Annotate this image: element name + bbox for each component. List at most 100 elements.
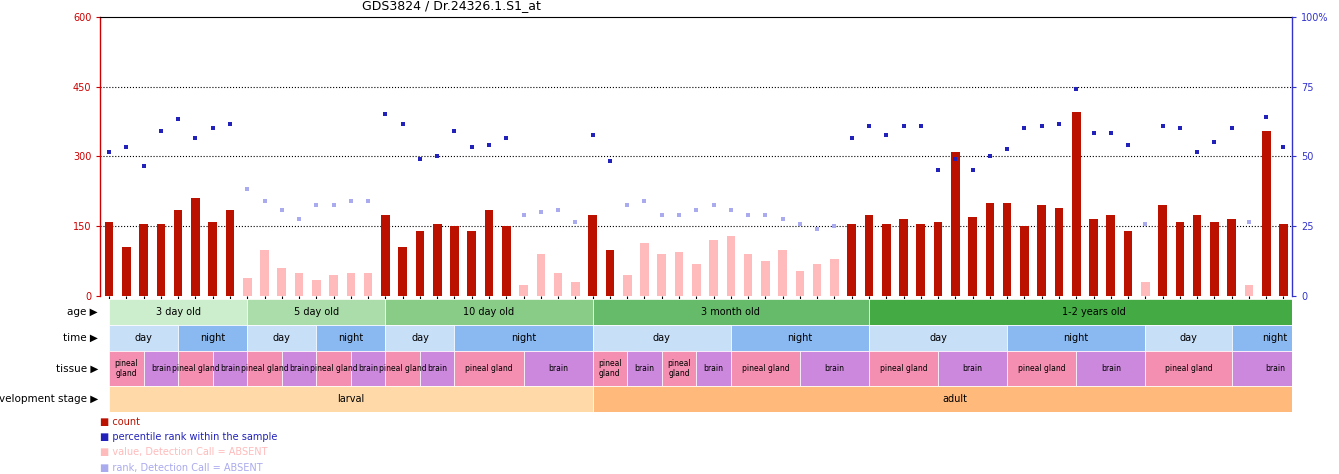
Bar [347,273,355,296]
Bar [1228,219,1236,296]
Bar [450,227,459,296]
Bar [143,351,178,386]
Text: pineal gland: pineal gland [309,364,358,373]
Bar [882,224,890,296]
Text: day: day [1180,333,1197,343]
Bar [743,255,753,296]
Text: brain: brain [635,364,655,373]
Bar [351,351,386,386]
Bar [139,224,147,296]
Text: night: night [511,333,536,343]
Text: night: night [787,333,813,343]
Text: ■ rank, Detection Call = ABSENT: ■ rank, Detection Call = ABSENT [100,463,262,473]
Bar [174,210,182,296]
Bar [485,210,493,296]
Text: pineal
gland: pineal gland [599,359,621,378]
Bar [1232,351,1318,386]
Text: pineal gland: pineal gland [1018,364,1066,373]
Bar [661,351,696,386]
Bar [951,152,960,296]
Bar [415,231,424,296]
Bar [1193,215,1201,296]
Text: brain: brain [703,364,723,373]
Bar [1245,284,1253,296]
Text: larval: larval [337,394,364,404]
Bar [848,224,856,296]
Bar [178,351,213,386]
Text: ■ count: ■ count [100,417,141,427]
Bar [157,224,165,296]
Bar [432,224,442,296]
Bar [1003,203,1011,296]
Text: pineal gland: pineal gland [1165,364,1212,373]
Bar [260,250,269,296]
Bar [623,275,632,296]
Bar [593,325,731,351]
Bar [178,325,248,351]
Text: brain: brain [427,364,447,373]
Bar [420,351,454,386]
Bar [364,273,372,296]
Text: time ▶: time ▶ [63,333,98,343]
Bar [537,255,545,296]
Text: night: night [1063,333,1089,343]
Text: night: night [1263,333,1288,343]
Text: brain: brain [1101,364,1121,373]
Bar [799,351,869,386]
Bar [869,325,1007,351]
Bar [640,243,649,296]
Bar [108,351,143,386]
Bar [248,299,386,325]
Bar [1073,112,1081,296]
Text: development stage ▶: development stage ▶ [0,394,98,404]
Bar [316,351,351,386]
Bar [761,261,770,296]
Bar [869,351,939,386]
Bar [454,351,524,386]
Bar [1210,222,1218,296]
Bar [104,222,114,296]
Bar [593,351,627,386]
Bar [467,231,477,296]
Text: brain: brain [963,364,983,373]
Bar [248,351,281,386]
Text: brain: brain [220,364,240,373]
Bar [570,283,580,296]
Bar [1232,325,1318,351]
Bar [108,386,593,412]
Bar [524,351,593,386]
Text: pineal
gland: pineal gland [115,359,138,378]
Bar [675,252,683,296]
Bar [312,280,320,296]
Bar [605,250,615,296]
Bar [226,210,234,296]
Bar [593,299,869,325]
Text: 5 day old: 5 day old [293,307,339,317]
Bar [1279,224,1288,296]
Bar [122,247,131,296]
Bar [329,275,337,296]
Text: day: day [929,333,947,343]
Bar [692,264,700,296]
Bar [316,325,386,351]
Bar [869,299,1318,325]
Bar [213,351,248,386]
Text: day: day [411,333,428,343]
Bar [1141,283,1150,296]
Text: brain: brain [825,364,845,373]
Text: age ▶: age ▶ [67,307,98,317]
Text: pineal gland: pineal gland [241,364,288,373]
Bar [1007,325,1145,351]
Bar [242,278,252,296]
Text: pineal gland: pineal gland [465,364,513,373]
Bar [1106,215,1115,296]
Text: brain: brain [151,364,171,373]
Text: brain: brain [289,364,309,373]
Bar [248,325,316,351]
Bar [727,236,735,296]
Bar [502,227,510,296]
Bar [657,255,665,296]
Text: ■ value, Detection Call = ABSENT: ■ value, Detection Call = ABSENT [100,447,268,457]
Bar [795,271,805,296]
Bar [778,250,787,296]
